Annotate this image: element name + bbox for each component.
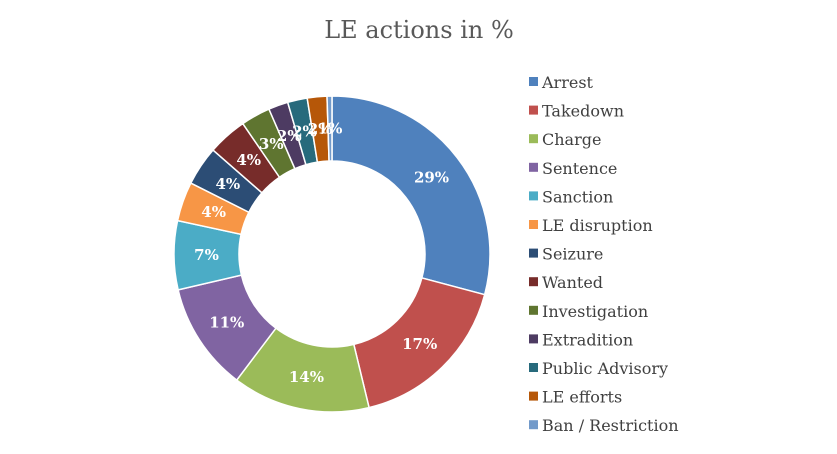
legend-label-ban-restriction: Ban / Restriction (542, 416, 679, 435)
legend: Arrest Takedown Charge Sentence Sanction LE d… (529, 73, 679, 435)
data-label-le-disruption: 4% (201, 203, 226, 221)
legend-swatch-arrest (529, 77, 538, 86)
legend-label-wanted: Wanted (542, 273, 603, 292)
legend-label-le-disruption: LE disruption (542, 216, 653, 235)
legend-swatch-investigation (529, 305, 538, 315)
data-label-sanction: 7% (194, 246, 219, 264)
legend-label-charge: Charge (542, 130, 601, 149)
data-label-seizure: 4% (216, 175, 241, 193)
legend-swatch-le-disruption (529, 220, 538, 229)
data-label-charge: 14% (289, 368, 324, 386)
data-label-public-advisory: 2% (292, 123, 317, 141)
chart-title: LE actions in % (324, 16, 514, 44)
legend-swatch-ban-restriction (529, 420, 538, 430)
legend-swatch-takedown (529, 105, 538, 115)
legend-swatch-seizure (529, 248, 538, 258)
data-label-sentence: 11% (209, 313, 244, 331)
slice-arrest (331, 95, 491, 296)
legend-label-public-advisory: Public Advisory (542, 359, 668, 378)
slices-group (173, 95, 491, 413)
legend-swatch-charge (529, 134, 538, 144)
legend-swatch-extradition (529, 334, 538, 344)
legend-swatch-le-efforts (529, 391, 538, 401)
legend-label-extradition: Extradition (542, 330, 633, 349)
data-label-investigation: 3% (259, 135, 284, 153)
legend-label-takedown: Takedown (542, 102, 624, 121)
legend-label-le-efforts: LE efforts (542, 388, 622, 407)
legend-label-sanction: Sanction (542, 187, 613, 206)
data-label-ban-restriction: 1% (318, 120, 343, 138)
data-labels-group: 29%17%14%11%7%4%4%4%3%2%2%2%1% (194, 120, 449, 386)
legend-swatch-public-advisory (529, 363, 538, 372)
legend-label-sentence: Sentence (542, 159, 617, 178)
legend-label-seizure: Seizure (542, 245, 603, 264)
legend-swatch-sanction (529, 191, 538, 201)
data-label-takedown: 17% (402, 335, 437, 353)
legend-swatch-sentence (529, 162, 538, 172)
legend-label-arrest: Arrest (541, 73, 594, 92)
data-label-le-efforts: 2% (308, 120, 333, 138)
data-label-wanted: 4% (236, 151, 261, 169)
slice-ban-restriction (326, 95, 333, 162)
legend-swatch-wanted (529, 277, 538, 287)
legend-label-investigation: Investigation (542, 302, 648, 321)
data-label-arrest: 29% (414, 169, 449, 187)
data-label-extradition: 2% (277, 127, 302, 145)
